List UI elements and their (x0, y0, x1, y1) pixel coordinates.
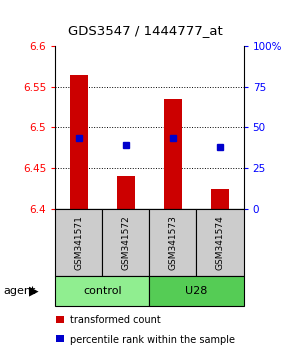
Text: GDS3547 / 1444777_at: GDS3547 / 1444777_at (68, 24, 222, 37)
Text: ▶: ▶ (28, 285, 38, 298)
Bar (55, 209, 102, 276)
Bar (211, 189, 229, 209)
Text: control: control (83, 286, 122, 296)
Bar (56, 336, 64, 343)
Bar (149, 209, 197, 276)
Bar (117, 176, 135, 209)
Bar (55, 276, 149, 306)
Bar (102, 209, 149, 276)
Text: agent: agent (3, 286, 35, 296)
Bar (70, 74, 88, 209)
Text: GSM341571: GSM341571 (74, 215, 83, 270)
Bar (56, 316, 64, 323)
Text: transformed count: transformed count (70, 315, 160, 325)
Text: GSM341573: GSM341573 (168, 215, 177, 270)
Text: GSM341574: GSM341574 (215, 215, 224, 270)
Bar (164, 99, 182, 209)
Text: GSM341572: GSM341572 (121, 215, 130, 270)
Text: percentile rank within the sample: percentile rank within the sample (70, 335, 235, 345)
Bar (196, 209, 244, 276)
Text: U28: U28 (185, 286, 208, 296)
Bar (149, 276, 244, 306)
